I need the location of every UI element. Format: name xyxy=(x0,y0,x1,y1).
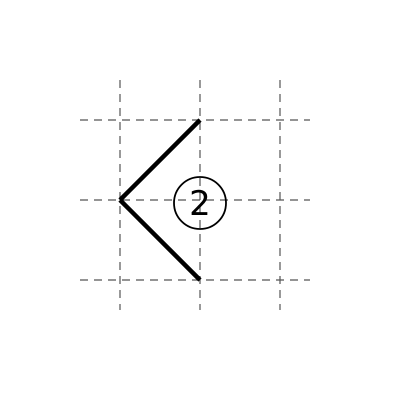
stroke-lower-segment xyxy=(118,198,202,282)
step-marker-circle xyxy=(173,176,227,230)
guide-grid xyxy=(80,80,310,310)
stroke-upper-segment xyxy=(118,118,202,202)
step-marker-number: 2 xyxy=(189,184,211,224)
step-marker: 2 xyxy=(173,176,227,230)
stroke-shape xyxy=(118,118,202,282)
